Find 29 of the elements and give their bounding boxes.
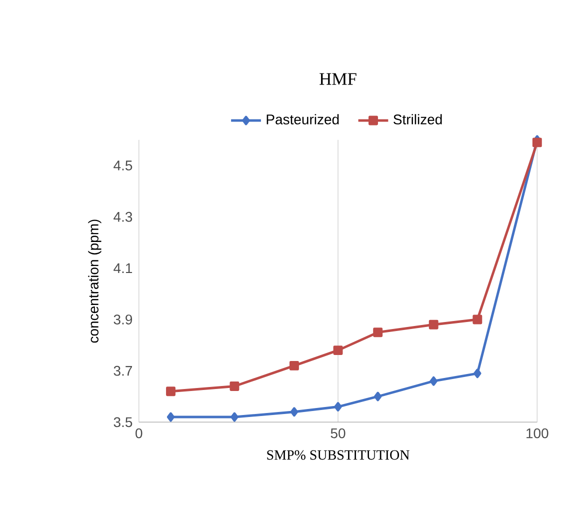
y-tick-label: 4.1 [114,263,132,273]
y-tick-label: 3.5 [114,417,132,427]
point [532,138,542,148]
point [230,412,238,422]
legend-label: Pasteurized [266,114,339,124]
point [430,376,438,386]
y-tick-label: 3.9 [114,314,132,324]
x-tick-label: 100 [526,428,548,438]
x-tick-label: 50 [330,428,346,438]
legend-label: Strilized [394,114,442,124]
x-axis-title: SMP% SUBSTITUTION [267,450,410,460]
point [472,314,482,324]
point [230,381,240,391]
point [290,407,298,416]
y-tick-label: 4.5 [114,160,132,170]
y-tick-label: 4.3 [114,212,132,222]
point [166,412,175,422]
point [166,386,176,396]
y-tick-label: 3.7 [114,366,132,376]
point [374,392,382,402]
y-axis-title: concentration (ppm) [88,220,102,343]
point [334,402,342,412]
x-tick-label: 0 [136,428,142,438]
chart-title: HMF [320,73,356,85]
point [428,320,438,330]
point [289,360,299,370]
point [474,368,482,378]
point [333,345,343,355]
point [373,327,383,337]
